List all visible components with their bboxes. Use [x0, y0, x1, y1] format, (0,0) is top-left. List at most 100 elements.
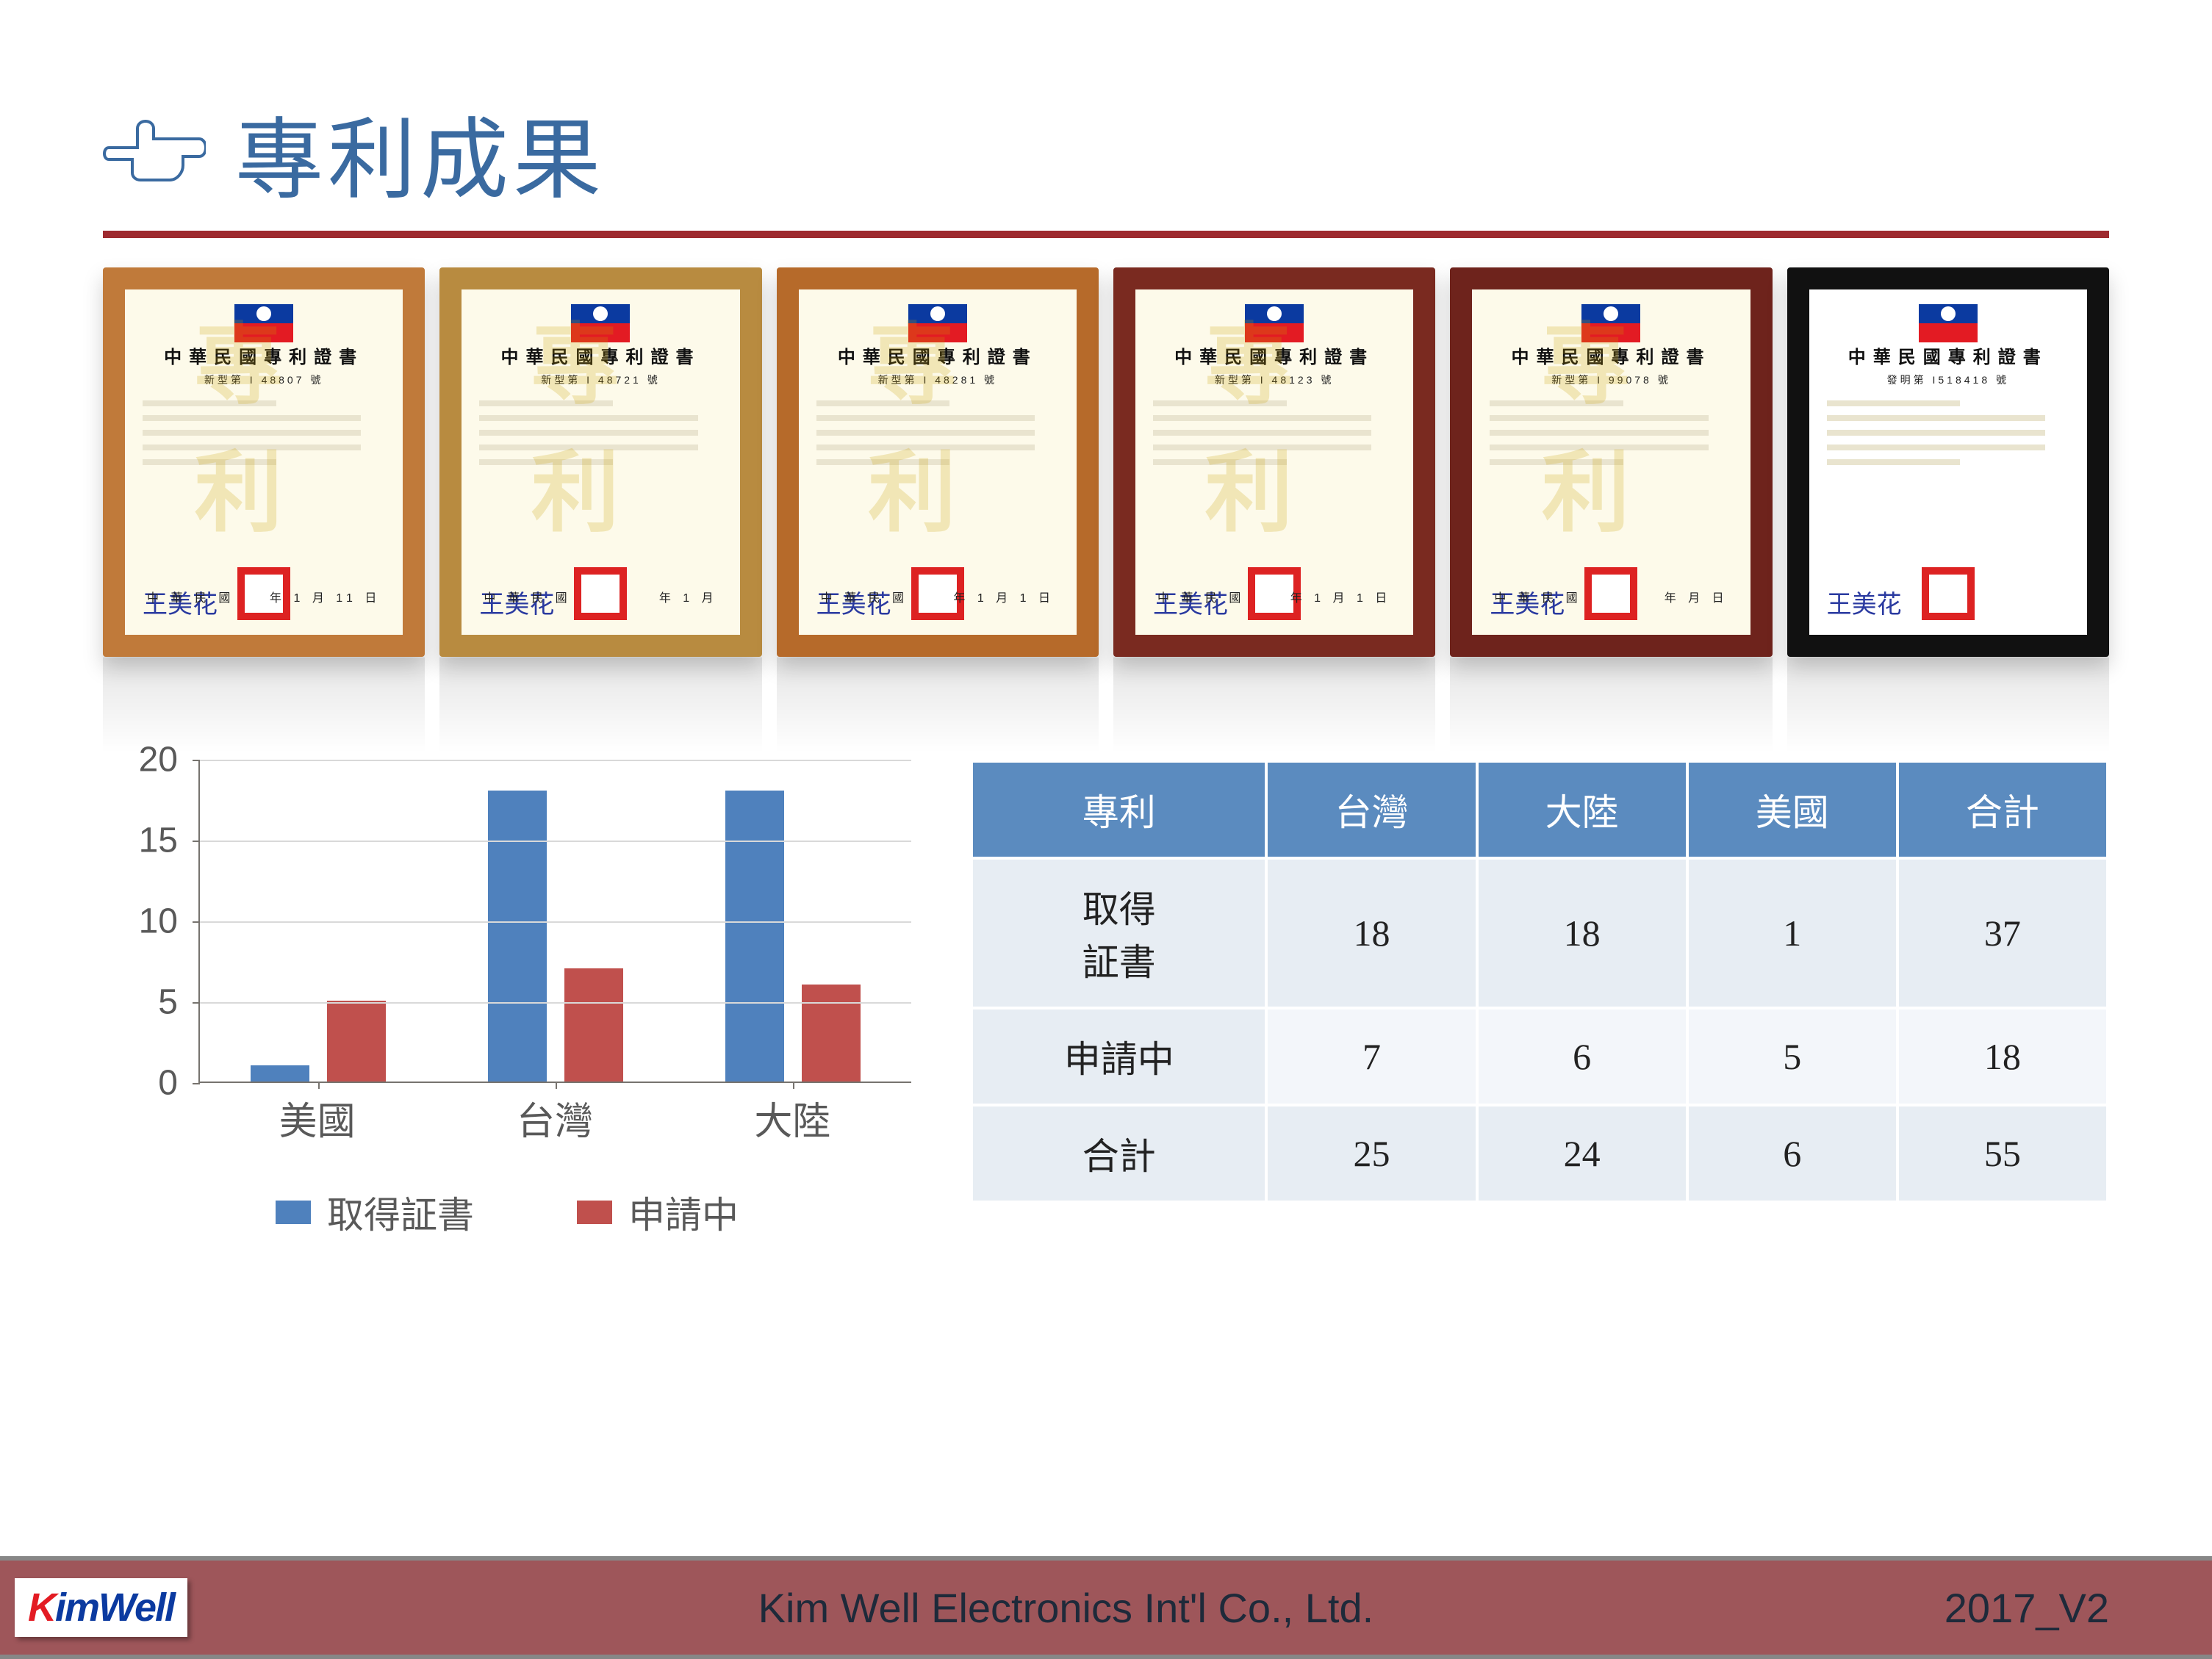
bar: [251, 1065, 309, 1082]
table-cell: 合計: [972, 1105, 1266, 1202]
y-tick-label: 0: [158, 1063, 178, 1104]
table-row: 申請中76518: [972, 1008, 2108, 1105]
chart-legend: 取得証書 申請中: [103, 1186, 911, 1239]
footer-version: 2017_V2: [1945, 1584, 2109, 1632]
title-row: 專利成果: [103, 88, 2109, 238]
table-cell: 25: [1266, 1105, 1476, 1202]
cert-date: 年 1 月 1 日: [953, 588, 1055, 605]
seal-icon: [574, 567, 627, 620]
cert-number: 發明第 I518418 號: [1887, 373, 2009, 387]
table-cell: 6: [1477, 1008, 1687, 1105]
cert-date: 年 月 日: [1665, 588, 1728, 605]
chart-bar-groups: [200, 760, 911, 1082]
table-body: 取得証書1818137申請中76518合計2524655: [972, 858, 2108, 1202]
x-tick-label: 台灣: [436, 1090, 673, 1145]
table-header-row: 專利台灣大陸美國合計: [972, 761, 2108, 858]
bar-group: [200, 760, 437, 1082]
flag-icon: [571, 304, 630, 342]
table-cell: 55: [1897, 1105, 2108, 1202]
footer-company: Kim Well Electronics Int'l Co., Ltd.: [187, 1584, 1945, 1632]
cert-date: 年 1 月 11 日: [270, 588, 381, 605]
cert-date: 年 1 月: [659, 588, 718, 605]
page-title: 專利成果: [235, 88, 606, 216]
bar: [802, 985, 861, 1082]
table-row: 取得証書1818137: [972, 858, 2108, 1008]
table-cell: 18: [1477, 858, 1687, 1008]
y-tick-label: 10: [139, 902, 178, 942]
cert-title: 中華民國專利證書: [164, 342, 364, 368]
cert-number: 新型第 I 48721 號: [541, 373, 661, 387]
table-cell: 申請中: [972, 1008, 1266, 1105]
flag-icon: [1581, 304, 1640, 342]
pointing-hand-icon: [103, 115, 206, 189]
y-tick-label: 20: [139, 740, 178, 780]
cert-number: 新型第 I 99078 號: [1551, 373, 1671, 387]
flag-icon: [1245, 304, 1304, 342]
table-cell: 5: [1687, 1008, 1897, 1105]
cert-signature: 王美花: [1827, 584, 1902, 620]
certificate: 中華民國專利證書 新型第 I 48281 號 專利 王美花 中 華 民 國 年 …: [777, 267, 1099, 657]
certificate: 中華民國專利證書 新型第 I 48123 號 專利 王美花 中 華 民 國 年 …: [1113, 267, 1435, 657]
chart-x-labels: 美國台灣大陸: [198, 1090, 911, 1145]
x-tick-label: 美國: [198, 1090, 436, 1145]
y-tick-label: 15: [139, 821, 178, 861]
table-header-cell: 大陸: [1477, 761, 1687, 858]
table-header-cell: 美國: [1687, 761, 1897, 858]
cert-date: 年 1 月 1 日: [1290, 588, 1392, 605]
bar: [327, 1001, 386, 1082]
certificates-row: 中華民國專利證書 新型第 I 48807 號 專利 王美花 中 華 民 國 年 …: [103, 267, 2109, 657]
certificate: 中華民國專利證書 新型第 I 48807 號 專利 王美花 中 華 民 國 年 …: [103, 267, 425, 657]
footer-bar: KimWell Kim Well Electronics Int'l Co., …: [0, 1556, 2212, 1659]
cert-nation: 中 華 民 國: [484, 588, 571, 605]
cert-number: 新型第 I 48807 號: [204, 373, 324, 387]
table-header-cell: 合計: [1897, 761, 2108, 858]
legend-item: 取得証書: [276, 1186, 474, 1239]
cert-title: 中華民國專利證書: [838, 342, 1038, 368]
patent-bar-chart: 05101520 美國台灣大陸 取得証書申請中: [103, 760, 911, 1239]
cert-title: 中華民國專利證書: [1174, 342, 1374, 368]
bar: [564, 968, 623, 1082]
certificate: 中華民國專利證書 新型第 I 48721 號 專利 王美花 中 華 民 國 年 …: [439, 267, 761, 657]
cert-number: 新型第 I 48281 號: [878, 373, 998, 387]
bar: [725, 791, 784, 1082]
cert-nation: 中 華 民 國: [821, 588, 908, 605]
cert-nation: 中 華 民 國: [1494, 588, 1581, 605]
legend-label: 取得証書: [327, 1186, 474, 1239]
table-cell: 1: [1687, 858, 1897, 1008]
cert-number: 新型第 I 48123 號: [1215, 373, 1335, 387]
legend-swatch: [577, 1201, 612, 1224]
table-header-cell: 台灣: [1266, 761, 1476, 858]
flag-icon: [1919, 304, 1978, 342]
cert-nation: 中 華 民 國: [1157, 588, 1245, 605]
flag-icon: [234, 304, 293, 342]
logo: KimWell: [15, 1578, 187, 1637]
legend-item: 申請中: [577, 1186, 739, 1239]
certificate: 中華民國專利證書 新型第 I 99078 號 專利 王美花 中 華 民 國 年 …: [1450, 267, 1772, 657]
legend-swatch: [276, 1201, 311, 1224]
table-cell: 7: [1266, 1008, 1476, 1105]
cert-title: 中華民國專利證書: [1848, 342, 2048, 368]
cert-nation: 中 華 民 國: [147, 588, 234, 605]
bar-group: [437, 760, 675, 1082]
table-cell: 取得証書: [972, 858, 1266, 1008]
bar-group: [674, 760, 911, 1082]
legend-label: 申請中: [628, 1186, 739, 1239]
x-tick-label: 大陸: [674, 1090, 911, 1145]
seal-icon: [1922, 567, 1975, 620]
table-cell: 18: [1266, 858, 1476, 1008]
certificates-reflection: [103, 657, 2109, 752]
bar: [488, 791, 547, 1082]
cert-title: 中華民國專利證書: [500, 342, 700, 368]
chart-plot-area: [198, 760, 911, 1083]
table-header-cell: 專利: [972, 761, 1266, 858]
flag-icon: [908, 304, 967, 342]
cert-title: 中華民國專利證書: [1511, 342, 1711, 368]
seal-icon: [1584, 567, 1637, 620]
table-cell: 18: [1897, 1008, 2108, 1105]
chart-y-axis: 05101520: [103, 760, 191, 1083]
table-cell: 6: [1687, 1105, 1897, 1202]
certificate: 中華民國專利證書 發明第 I518418 號 王美花: [1787, 267, 2109, 657]
patent-table: 專利台灣大陸美國合計 取得証書1818137申請中76518合計2524655: [970, 760, 2109, 1203]
y-tick-label: 5: [158, 982, 178, 1023]
table-cell: 37: [1897, 858, 2108, 1008]
